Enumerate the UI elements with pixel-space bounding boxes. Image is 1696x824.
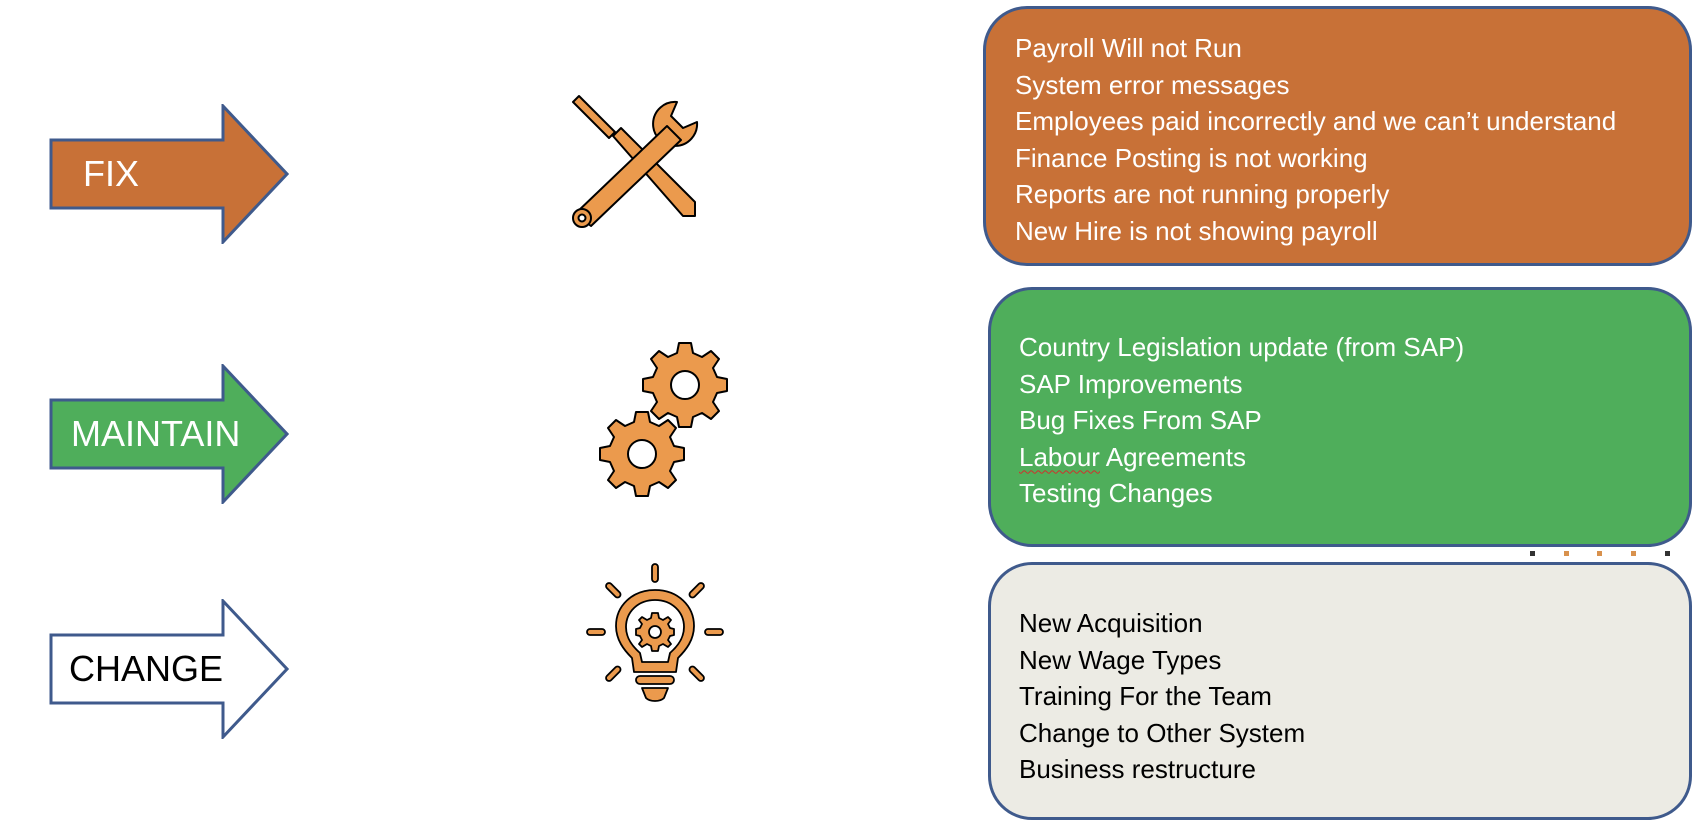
list-item: Reports are not running properly — [1015, 179, 1390, 209]
maintain-label: MAINTAIN — [71, 413, 241, 454]
list-item: Labour Agreements — [1019, 441, 1246, 472]
change-arrow: CHANGE — [49, 599, 289, 739]
list-item: Testing Changes — [1019, 478, 1213, 508]
list-item: Employees paid incorrectly and we can’t … — [1015, 106, 1617, 136]
change-label: CHANGE — [69, 648, 224, 689]
list-item: Bug Fixes From SAP — [1019, 405, 1262, 435]
fix-issues-box: Payroll Will not Run System error messag… — [983, 6, 1692, 266]
list-item: New Hire is not showing payroll — [1015, 215, 1378, 246]
lightbulb-gear-icon — [580, 560, 730, 725]
list-item: Training For the Team — [1019, 681, 1272, 711]
list-item: New Acquisition — [1019, 608, 1203, 638]
maintain-items-list: Country Legislation update (from SAP) SA… — [991, 290, 1689, 512]
tools-icon — [565, 92, 715, 237]
change-arrow-shape — [49, 599, 289, 739]
list-item: System error messages — [1015, 69, 1290, 100]
maintain-arrow-shape — [49, 364, 289, 504]
fix-arrow-shape — [49, 104, 289, 244]
gears-icon — [595, 340, 735, 505]
spellcheck-word: Labour — [1019, 441, 1100, 472]
list-item: Country Legislation update (from SAP) — [1019, 332, 1465, 362]
fix-label: FIX — [83, 153, 140, 194]
change-items-list: New Acquisition New Wage Types Training … — [991, 565, 1689, 788]
handle-dot — [1530, 551, 1535, 556]
list-item: Business restructure — [1019, 754, 1256, 784]
maintain-items-box: Country Legislation update (from SAP) SA… — [988, 287, 1692, 547]
handle-dot — [1631, 551, 1636, 556]
list-item: Payroll Will not Run — [1015, 33, 1242, 63]
list-item: New Wage Types — [1019, 644, 1222, 675]
handle-dot — [1665, 551, 1670, 556]
list-item: Change to Other System — [1019, 717, 1306, 748]
list-item: Finance Posting is not working — [1015, 142, 1368, 173]
maintain-arrow: MAINTAIN — [49, 364, 289, 504]
fix-arrow: FIX — [49, 104, 289, 244]
handle-dot — [1564, 551, 1569, 556]
change-items-box: New Acquisition New Wage Types Training … — [988, 562, 1692, 820]
handle-dot — [1597, 551, 1602, 556]
list-item: SAP Improvements — [1019, 368, 1243, 399]
fix-issues-list: Payroll Will not Run System error messag… — [986, 9, 1689, 249]
